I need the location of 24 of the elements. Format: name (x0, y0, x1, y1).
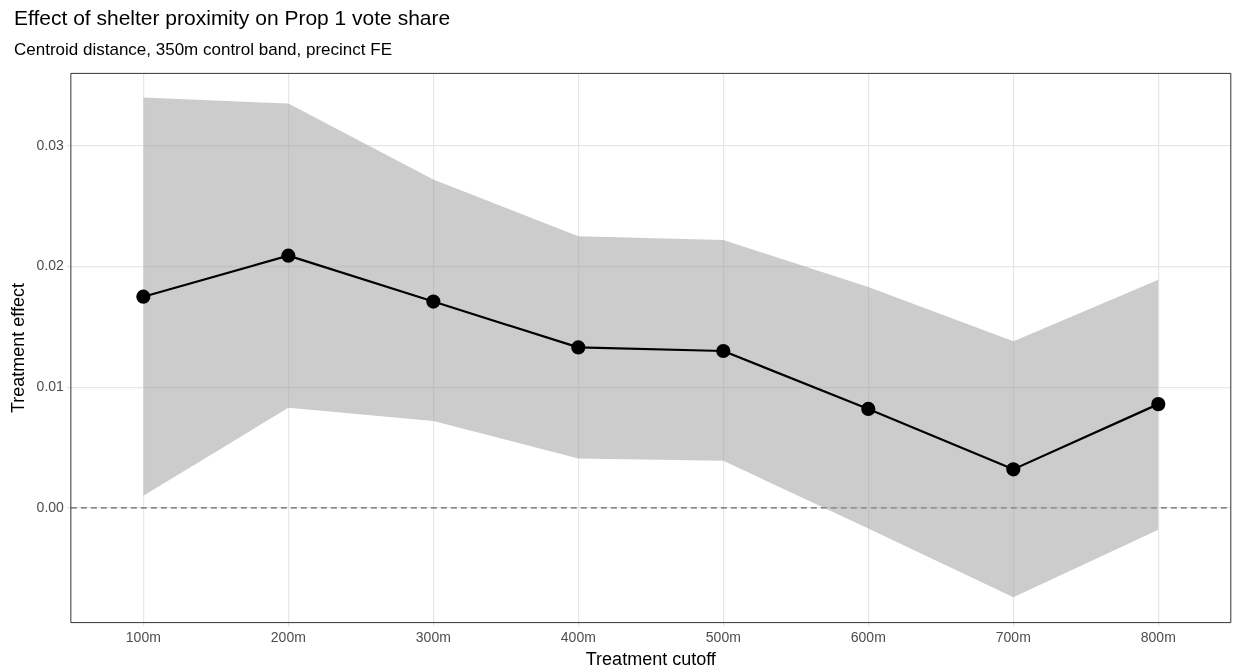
chart-title: Effect of shelter proximity on Prop 1 vote share (14, 6, 451, 30)
y-tick-label: 0.03 (36, 136, 65, 153)
x-tick-label: 500m (705, 628, 741, 645)
x-tick-label: 700m (995, 628, 1031, 645)
point (426, 294, 441, 309)
y-tick-label: 0.02 (36, 257, 65, 274)
point (1151, 397, 1166, 412)
x-tick-label: 800m (1140, 628, 1176, 645)
y-tick-label: 0.01 (36, 378, 65, 395)
point (716, 343, 731, 359)
y-tick-label: 0.00 (36, 498, 65, 515)
point (861, 401, 876, 417)
point (571, 340, 586, 355)
chart-subtitle: Centroid distance, 350m control band, precinct FE (14, 40, 392, 60)
x-axis-title: Treatment cutoff (585, 649, 717, 670)
y-axis-title: Treatment effect (7, 282, 28, 414)
x-tick-label: 600m (850, 628, 886, 645)
x-tick-label: 400m (560, 628, 596, 645)
x-tick-label: 200m (270, 628, 306, 645)
x-tick-label: 100m (125, 628, 161, 645)
point (281, 248, 296, 263)
point (1006, 462, 1021, 477)
point (136, 289, 151, 304)
x-tick-label: 300m (415, 628, 451, 645)
